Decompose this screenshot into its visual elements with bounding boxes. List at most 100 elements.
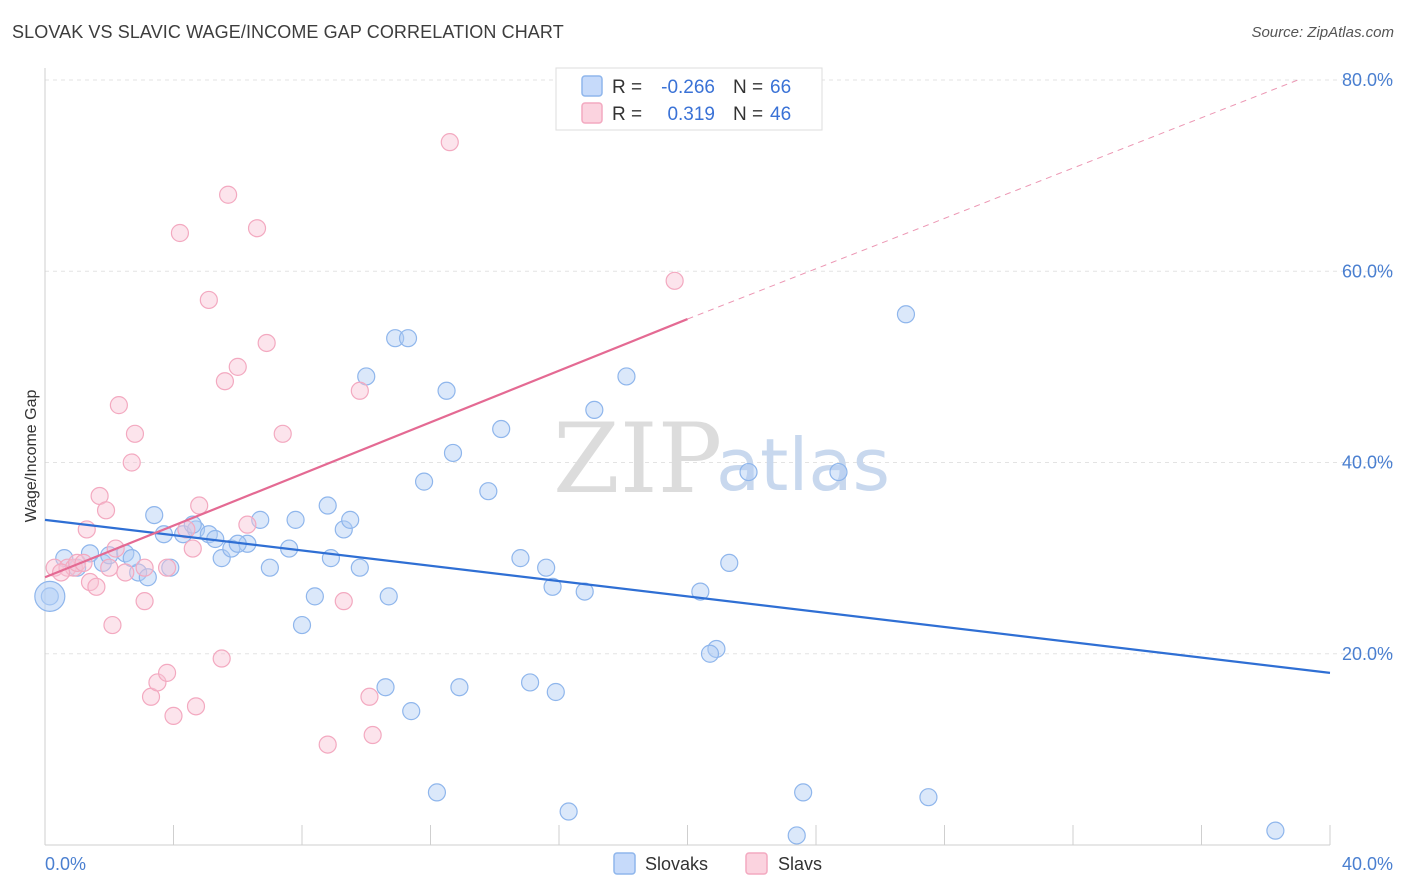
slovaks-point: [350, 558, 369, 577]
slavs-point: [87, 577, 106, 596]
watermark: ZIP atlas: [553, 403, 890, 515]
slavs-point: [135, 592, 154, 611]
slovaks-point: [318, 496, 337, 515]
slavs-point: [212, 649, 231, 668]
slovaks-trend-line: [44, 518, 1331, 674]
slovaks-point: [427, 783, 447, 802]
slovaks-point: [896, 305, 916, 324]
slovaks-point: [437, 381, 456, 400]
slovaks-point: [414, 472, 434, 491]
y-tick-label: 40.0%: [1342, 453, 1393, 473]
slovaks-point: [212, 549, 231, 568]
y-tick-label: 80.0%: [1342, 70, 1393, 90]
legend-n-label-slovaks: N =: [733, 77, 763, 98]
slavs-point: [350, 381, 369, 400]
slovaks-point: [720, 553, 739, 573]
x-tick-label: 0.0%: [45, 854, 86, 874]
y-axis-title: Wage/Income Gap: [23, 390, 40, 523]
chart-title: SLOVAK VS SLAVIC WAGE/INCOME GAP CORRELA…: [12, 22, 564, 42]
slovaks-point: [543, 577, 562, 596]
slovaks-point: [520, 673, 540, 692]
slavs-point: [109, 396, 128, 415]
slavs-point: [190, 496, 209, 515]
slovaks-point: [450, 678, 469, 697]
slavs-point: [318, 735, 337, 754]
slovaks-point: [617, 367, 636, 386]
slovaks-point: [787, 826, 806, 845]
legend-n-label-slavs: N =: [733, 104, 763, 125]
slavs-point: [122, 453, 141, 472]
slavs-point: [360, 687, 379, 706]
slovaks-point: [138, 568, 157, 587]
slavs-point: [164, 706, 183, 726]
slovaks-point: [919, 788, 938, 807]
slavs-point: [199, 290, 218, 310]
series-swatch-slavs: [745, 852, 768, 875]
slovaks-point: [292, 615, 312, 635]
axis-labels: 20.0% 40.0% 60.0% 80.0% 0.0% 40.0%: [45, 70, 1393, 874]
slavs-point: [334, 592, 353, 611]
slavs-point: [157, 558, 177, 577]
series-label-slavs: Slavs: [778, 854, 822, 874]
axes: [44, 68, 1331, 846]
slavs-point: [103, 615, 122, 635]
slovaks-point: [305, 587, 324, 606]
slavs-point: [135, 558, 154, 577]
correlation-legend: R = -0.266 N = 66 R = 0.319 N = 46: [555, 67, 823, 131]
legend-swatch-slavs: [581, 102, 603, 124]
slovaks-point: [341, 510, 360, 529]
slovaks-point: [492, 419, 511, 439]
y-tick-label: 60.0%: [1342, 261, 1393, 281]
legend-r-label-slavs: R =: [612, 104, 642, 125]
slavs-trend-line: [44, 318, 688, 579]
slovaks-point: [700, 644, 720, 663]
slavs-point: [157, 663, 177, 682]
slovaks-point: [386, 329, 405, 348]
data-points: [34, 133, 1285, 845]
legend-r-label-slovaks: R =: [612, 77, 642, 98]
slavs-point: [100, 558, 119, 577]
slavs-point: [665, 271, 684, 290]
slovaks-point: [286, 510, 305, 529]
slovaks-point: [559, 802, 578, 821]
slavs-point: [228, 357, 247, 376]
gridlines: [45, 79, 1393, 655]
slovaks-point: [537, 558, 556, 577]
slavs-point: [363, 725, 382, 745]
legend-n-value-slovaks: 66: [770, 77, 791, 98]
slavs-point: [116, 563, 135, 582]
slavs-point: [273, 424, 292, 443]
legend-r-value-slavs: 0.319: [667, 104, 715, 125]
slovaks-point: [585, 400, 604, 420]
slovaks-point: [379, 587, 398, 606]
watermark-atlas: atlas: [716, 423, 890, 507]
slovaks-point: [443, 443, 463, 463]
slavs-point: [440, 133, 459, 152]
legend-swatch-slovaks: [581, 75, 603, 97]
slavs-point: [125, 424, 145, 443]
slovaks-point: [402, 702, 421, 721]
series-swatch-slovaks: [613, 852, 636, 875]
slavs-point: [96, 501, 116, 520]
slovaks-point: [260, 558, 279, 577]
legend-n-value-slavs: 46: [770, 104, 791, 125]
slavs-point: [186, 697, 206, 716]
series-legend: Slovaks Slavs: [613, 852, 822, 875]
slavs-point: [215, 372, 234, 391]
slovaks-cluster-point: [34, 580, 66, 612]
slovaks-point: [794, 783, 813, 802]
slovaks-point: [145, 505, 164, 525]
slavs-point: [170, 223, 190, 243]
trend-lines: [44, 79, 1331, 674]
slavs-point: [247, 219, 267, 238]
slovaks-point: [334, 520, 353, 539]
slovaks-point: [511, 549, 530, 568]
slavs-point: [148, 673, 167, 692]
legend-r-value-slovaks: -0.266: [661, 77, 715, 98]
watermark-zip: ZIP: [553, 403, 722, 515]
x-tick-label: 40.0%: [1342, 854, 1393, 874]
slovaks-point: [1266, 821, 1285, 840]
y-tick-label: 20.0%: [1342, 644, 1393, 664]
slovaks-point: [829, 462, 848, 482]
slovaks-point: [691, 582, 710, 601]
